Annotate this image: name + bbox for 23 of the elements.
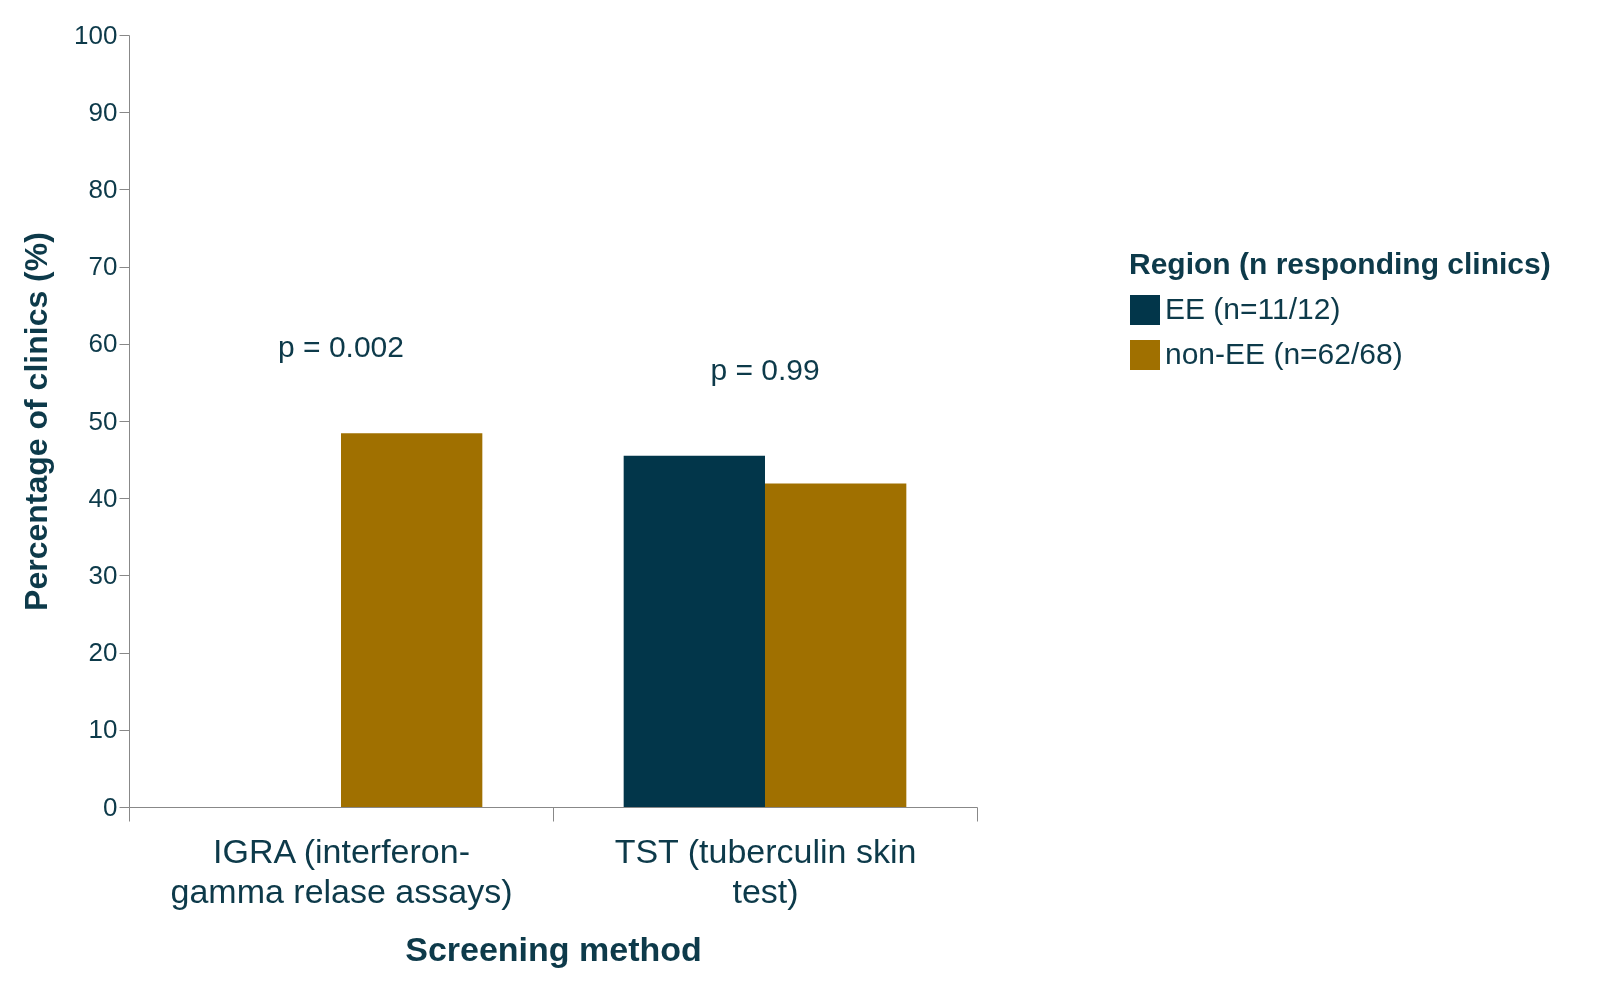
y-tick-label: 70 <box>88 251 118 282</box>
bar <box>765 483 907 807</box>
y-tick-label: 60 <box>88 328 118 359</box>
legend-label: EE (n=11/12) <box>1165 292 1341 325</box>
y-tick-label: 80 <box>88 173 118 204</box>
y-tick-label: 20 <box>88 637 118 668</box>
y-tick-label: 100 <box>74 19 118 50</box>
x-tick-label: TST (tuberculin skin test) <box>614 831 917 910</box>
annotation: p = 0.002 <box>278 330 404 364</box>
y-axis-title: Percentage of clinics (%) <box>18 232 55 611</box>
bar <box>623 455 765 807</box>
legend-title: Region (n responding clinics) <box>1129 247 1551 280</box>
bar <box>341 433 483 807</box>
y-tick-label: 40 <box>88 482 118 513</box>
y-tick-label: 50 <box>88 405 118 436</box>
y-tick-label: 10 <box>88 714 118 745</box>
y-tick-label: 0 <box>103 791 118 822</box>
x-axis-title: Screening method <box>405 929 702 968</box>
x-tick-label: IGRA (interferon-gamma relase assays) <box>170 831 513 910</box>
annotation: p = 0.99 <box>710 352 820 386</box>
y-tick-label: 30 <box>88 559 118 590</box>
legend-label: non-EE (n=62/68) <box>1165 337 1403 370</box>
y-tick-label: 90 <box>88 96 118 127</box>
